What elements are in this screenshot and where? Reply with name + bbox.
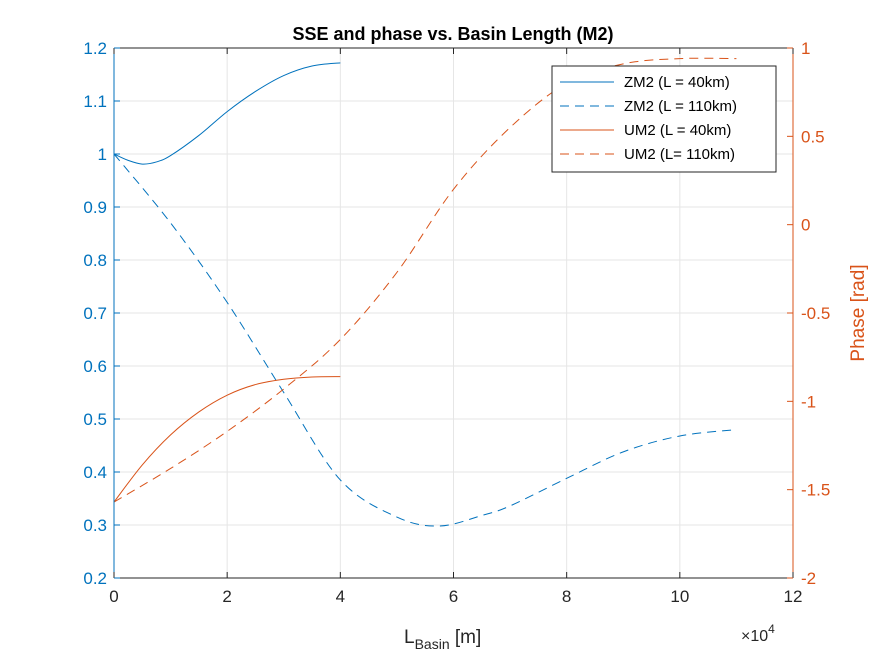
right-tick-label: -1 — [801, 392, 816, 411]
right-tick-label: 0 — [801, 216, 810, 235]
series-line-um2-l-110km — [113, 57, 737, 503]
x-axis-label-main: L — [404, 627, 415, 648]
legend-box — [551, 65, 777, 173]
legend-label-um2-l-40km: UM2 (L = 40km) — [624, 122, 731, 139]
legend-label-um2-l-110km: UM2 (L= 110km) — [624, 146, 735, 163]
right-tick-label: -1.5 — [801, 481, 830, 500]
series-line-zm2-l-40km — [113, 62, 341, 165]
series-layer — [113, 57, 737, 527]
x-exponent-base: ×10 — [741, 628, 768, 645]
left-tick-label: 0.5 — [83, 410, 107, 429]
tick-labels: 0 2 4 6 8 10 120.20.30.40.50.60.70.80.911.11.2… — [83, 39, 830, 606]
x-tick-label: 6 — [449, 587, 458, 606]
left-tick-label: 0.9 — [83, 198, 107, 217]
axes — [113, 47, 794, 579]
right-tick-label: -0.5 — [801, 304, 830, 323]
right-tick-label: 0.5 — [801, 127, 825, 146]
right-tick-label: 1 — [801, 39, 810, 58]
legend-label-zm2-l-40km: ZM2 (L = 40km) — [624, 74, 730, 91]
left-tick-label: 0.8 — [83, 251, 107, 270]
left-tick-label: 0.7 — [83, 304, 107, 323]
left-tick-label: 1 — [98, 145, 107, 164]
legend: ZM2 (L = 40km) ZM2 (L = 110km) UM2 (L = 40… — [551, 65, 777, 173]
x-tick-label: 2 — [222, 587, 231, 606]
x-exponent-power: 4 — [768, 622, 775, 636]
x-tick-label: 4 — [336, 587, 345, 606]
legend-label-zm2-l-110km: ZM2 (L = 110km) — [624, 98, 737, 115]
left-tick-label: 1.2 — [83, 39, 107, 58]
left-tick-label: 0.4 — [83, 463, 107, 482]
chart-title: SSE and phase vs. Basin Length (M2) — [292, 24, 613, 44]
left-tick-label: 0.3 — [83, 516, 107, 535]
x-axis-label: LBasin [m] — [404, 627, 481, 652]
x-axis-label-subscript: Basin — [415, 636, 450, 652]
x-axis-label-unit: [m] — [450, 627, 482, 648]
x-tick-label: 0 — [109, 587, 118, 606]
x-tick-label: 8 — [562, 587, 571, 606]
right-tick-label: -2 — [801, 569, 816, 588]
x-axis-exponent: ×104 — [741, 622, 775, 645]
left-tick-label: 0.2 — [83, 569, 107, 588]
series-line-um2-l-40km — [113, 376, 341, 503]
x-tick-label: 12 — [784, 587, 803, 606]
left-tick-label: 1.1 — [83, 92, 107, 111]
right-axis-label: Phase [rad] — [848, 264, 869, 361]
left-tick-label: 0.6 — [83, 357, 107, 376]
x-tick-label: 10 — [670, 587, 689, 606]
series-line-zm2-l-110km — [113, 153, 737, 527]
